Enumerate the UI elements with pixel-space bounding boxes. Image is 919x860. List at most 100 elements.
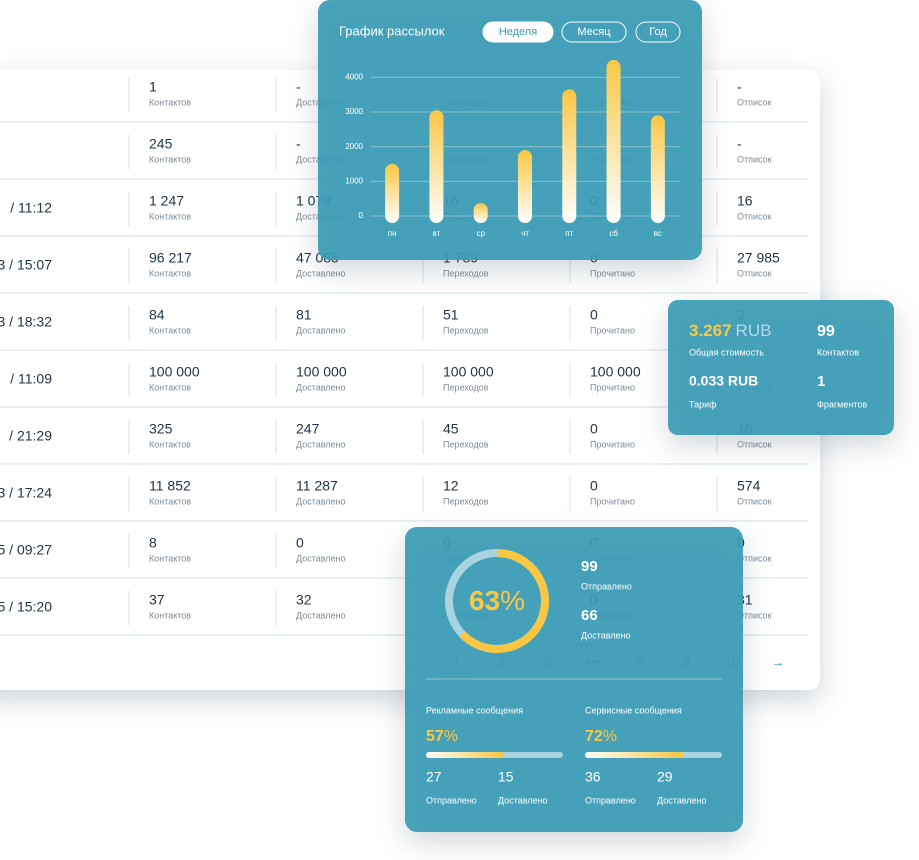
cell-label: Прочитано: [590, 439, 635, 449]
cost: 3.267 RUB Общая стоимость 99 Контактов 0.033 …: [689, 321, 867, 409]
chart: График рассылок Неделя Месяц Год 0 1000 2000 30…: [339, 21, 681, 238]
cell-label: Отписок: [737, 97, 772, 107]
bar: [562, 89, 577, 224]
cell-label: Отписок: [737, 553, 772, 563]
cell-label: Отписок: [737, 610, 772, 620]
group-delivered-label: Доставлено: [657, 795, 707, 805]
total-value: 3.267: [689, 321, 732, 340]
percent-value: 63: [469, 585, 500, 616]
period-button[interactable]: [482, 21, 554, 43]
group-sent: 36: [585, 769, 601, 785]
cell-label: Прочитано: [590, 268, 635, 278]
cost-card: [668, 300, 894, 435]
group-delivered: 29: [657, 769, 673, 785]
cell-value: 0: [590, 307, 598, 323]
next-arrow[interactable]: →: [772, 654, 785, 669]
group-percent: 72%: [585, 728, 617, 745]
delivery-sent-label: Отправлено: [581, 581, 632, 591]
cost-fragments-label: Фрагментов: [817, 399, 867, 409]
cell-label: Контактов: [149, 382, 191, 392]
row-date: / 11:09: [10, 371, 52, 387]
cost-tariff-label: Тариф: [689, 399, 717, 409]
cell-label: Доставлено: [296, 610, 346, 620]
cell-label: Доставлено: [296, 382, 346, 392]
cell-label: Отписок: [737, 154, 772, 164]
y-tick-label: 0: [359, 211, 364, 220]
bar: [518, 150, 532, 223]
group-sent: 27: [426, 769, 442, 785]
cell-value: 100 000: [149, 364, 200, 380]
cell-value: 8: [149, 535, 157, 551]
bar: [473, 203, 488, 223]
cell-value: -: [737, 79, 742, 95]
group-percent-unit: %: [603, 728, 617, 745]
cell-label: Контактов: [149, 610, 191, 620]
period-label: Неделя: [499, 26, 537, 38]
cell-label: Переходов: [443, 382, 489, 392]
cell-label: Контактов: [149, 553, 191, 563]
cell-value: 81: [296, 307, 312, 323]
x-tick-label: ср: [476, 229, 485, 238]
cell-value: 0: [590, 478, 598, 494]
group-sent-label: Отправлено: [426, 795, 477, 805]
total-cost: 3.267 RUB: [689, 321, 771, 340]
x-tick-label: вс: [654, 229, 662, 238]
cost-contacts: 99: [817, 323, 835, 340]
cell-label: Доставлено: [296, 325, 346, 335]
cost-contacts-label: Контактов: [817, 347, 859, 357]
cell-value: 100 000: [590, 364, 641, 380]
x-tick-label: вт: [433, 229, 441, 238]
cell-value: 1: [149, 79, 157, 95]
cell-value: -: [737, 136, 742, 152]
delivery: 63% 99 Отправлено 66 Доставлено Рекламные соо…: [426, 549, 722, 805]
group-sent-label: Отправлено: [585, 795, 636, 805]
x-tick-label: пн: [388, 229, 397, 238]
period-button[interactable]: [635, 21, 681, 43]
cell-value: 100 000: [296, 364, 347, 380]
group-percent-value: 57: [426, 728, 444, 745]
cell-value: 51: [443, 307, 459, 323]
cell-value: 11 287: [296, 478, 338, 494]
cell-label: Доставлено: [296, 268, 346, 278]
group-percent: 57%: [426, 728, 458, 745]
cell-label: Доставлено: [296, 553, 346, 563]
cell-value: 0: [590, 421, 598, 437]
percent-unit: %: [500, 585, 525, 616]
x-tick-label: чт: [521, 229, 529, 238]
progress-bar: [585, 752, 684, 758]
cell-value: 27 985: [737, 250, 780, 266]
cost-card-background: [668, 300, 894, 435]
group-title: Рекламные сообщения: [426, 705, 523, 715]
cell-value: 1 247: [149, 193, 184, 209]
cell-value: 325: [149, 421, 173, 437]
cell-value: 0: [296, 535, 304, 551]
cell-label: Переходов: [443, 325, 489, 335]
cell-label: Контактов: [149, 211, 191, 221]
cell-value: 247: [296, 421, 320, 437]
cell-value: 12: [443, 478, 459, 494]
cell-value: 16: [737, 193, 753, 209]
period-button[interactable]: [561, 21, 627, 43]
cell-value: 84: [149, 307, 165, 323]
cell-value: 574: [737, 478, 761, 494]
delivery-sent: 99: [581, 558, 598, 575]
y-tick-label: 4000: [345, 72, 363, 81]
cell-label: Переходов: [443, 268, 489, 278]
cell-value: 100 000: [443, 364, 494, 380]
x-tick-label: сб: [609, 229, 618, 238]
cell-value: -: [296, 79, 301, 95]
y-tick-label: 2000: [345, 142, 363, 151]
cell-value: 96 217: [149, 250, 192, 266]
cell-value: 11 852: [149, 478, 191, 494]
y-tick-label: 3000: [345, 107, 363, 116]
group-percent-value: 72: [585, 728, 603, 745]
cell-label: Переходов: [443, 496, 489, 506]
cell-value: 45: [443, 421, 459, 437]
cell-label: Прочитано: [590, 325, 635, 335]
row-date: 5 / 15:20: [0, 599, 52, 615]
bar: [606, 59, 621, 223]
cell-value: 37: [149, 592, 165, 608]
cost-total-label: Общая стоимость: [689, 347, 764, 357]
chart-card-background: [318, 0, 702, 260]
